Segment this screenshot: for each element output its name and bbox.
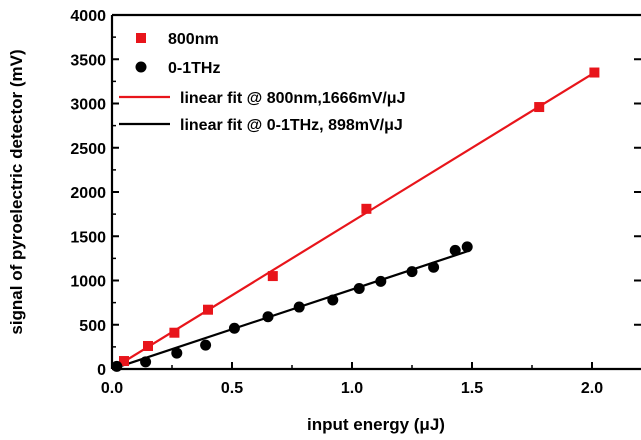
y-tick-label: 3000 — [70, 97, 106, 114]
y-axis-label: signal of pyroelectric detector (mV) — [7, 49, 26, 334]
legend-marker-thz — [135, 61, 147, 73]
data-point-800nm — [534, 102, 545, 113]
data-point-800nm — [203, 304, 213, 315]
data-point-thz — [293, 301, 305, 313]
axis-ticks: 0 500 1000 1500 2000 2500 3000 3500 4000 0.0 0.5 1.… — [70, 8, 641, 397]
data-point-800nm — [143, 340, 153, 351]
x-tick-label: 0.5 — [221, 380, 243, 397]
data-point-800nm — [169, 327, 180, 338]
data-point-thz — [428, 261, 440, 273]
data-point-800nm — [267, 271, 278, 282]
y-tick-label: 1000 — [70, 274, 106, 291]
y-tick-label: 500 — [79, 318, 106, 335]
legend-label-fit-thz: linear fit @ 0-1THz, 898mV/μJ — [180, 117, 403, 134]
legend-label-thz: 0-1THz — [168, 60, 220, 77]
fit-line — [111, 71, 595, 370]
legend: 800nm 0-1THz linear fit @ 800nm,1666mV/μJ l… — [119, 31, 406, 134]
data-point-thz — [140, 356, 152, 368]
data-point-thz — [228, 322, 240, 334]
data-point-thz — [406, 266, 418, 278]
data-point-800nm — [589, 67, 600, 78]
y-tick-label: 2000 — [70, 185, 106, 202]
y-tick-label: 4000 — [70, 8, 106, 25]
y-tick-label: 0 — [97, 362, 106, 379]
data-point-800nm — [361, 203, 372, 214]
legend-label-800nm: 800nm — [168, 31, 219, 48]
data-point-thz — [375, 275, 387, 287]
data-point-800nm — [119, 356, 129, 367]
data-point-thz — [262, 311, 274, 323]
y-tick-label: 1500 — [70, 229, 106, 246]
x-tick-label: 0.0 — [101, 380, 123, 397]
legend-marker-800nm — [136, 33, 146, 43]
data-point-thz — [353, 282, 365, 294]
y-tick-label: 3500 — [70, 52, 106, 69]
data-point-thz — [111, 360, 123, 372]
data-point-thz — [171, 347, 183, 359]
y-tick-label: 2500 — [70, 141, 106, 158]
data-point-thz — [327, 294, 339, 306]
x-axis-label: input energy (μJ) — [307, 415, 445, 434]
data-point-thz — [200, 339, 212, 351]
data-point-thz — [461, 241, 473, 253]
data-points — [111, 67, 600, 372]
x-tick-label: 2.0 — [581, 380, 603, 397]
data-point-thz — [449, 244, 461, 256]
x-tick-label: 1.5 — [461, 380, 483, 397]
legend-label-fit-800nm: linear fit @ 800nm,1666mV/μJ — [180, 90, 406, 107]
x-tick-label: 1.0 — [341, 380, 363, 397]
